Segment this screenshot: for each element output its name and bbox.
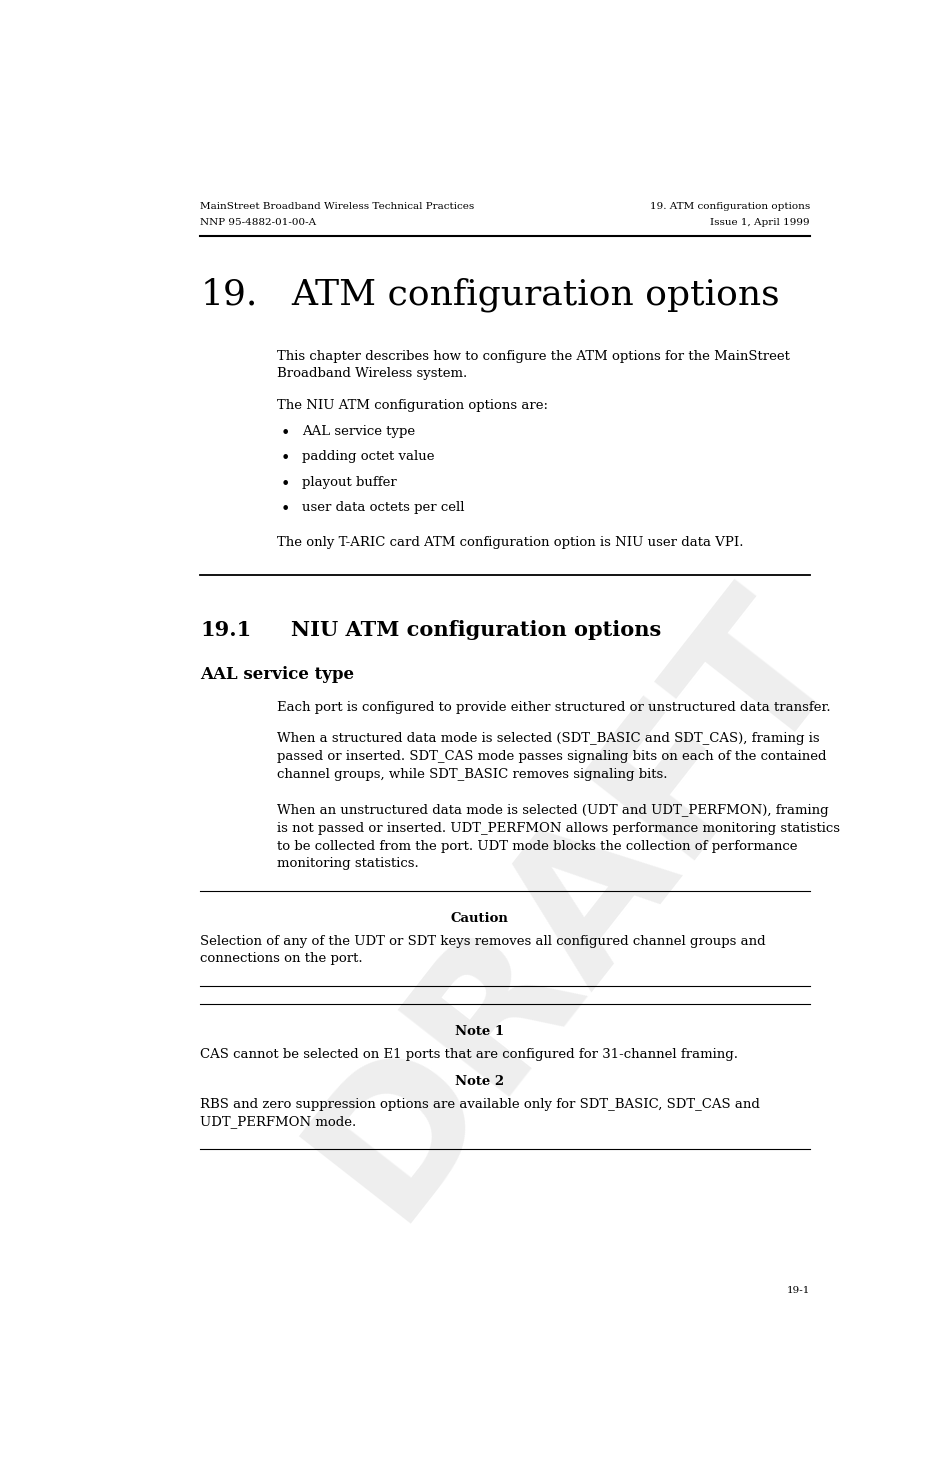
Text: monitoring statistics.: monitoring statistics. (277, 858, 418, 871)
Text: RBS and zero suppression options are available only for SDT_BASIC, SDT_CAS and: RBS and zero suppression options are ava… (200, 1098, 760, 1110)
Text: The only T-ARIC card ATM configuration option is NIU user data VPI.: The only T-ARIC card ATM configuration o… (277, 536, 743, 549)
Text: The NIU ATM configuration options are:: The NIU ATM configuration options are: (277, 400, 548, 412)
Text: 19. ATM configuration options: 19. ATM configuration options (650, 202, 810, 211)
Text: passed or inserted. SDT_CAS mode passes signaling bits on each of the contained: passed or inserted. SDT_CAS mode passes … (277, 750, 826, 763)
Text: connections on the port.: connections on the port. (200, 952, 363, 965)
Text: Issue 1, April 1999: Issue 1, April 1999 (710, 218, 810, 227)
Text: 19-1: 19-1 (786, 1287, 810, 1296)
Text: to be collected from the port. UDT mode blocks the collection of performance: to be collected from the port. UDT mode … (277, 840, 797, 853)
Text: •: • (280, 425, 289, 441)
Text: CAS cannot be selected on E1 ports that are configured for 31-channel framing.: CAS cannot be selected on E1 ports that … (200, 1048, 739, 1061)
Text: channel groups, while SDT_BASIC removes signaling bits.: channel groups, while SDT_BASIC removes … (277, 768, 667, 781)
Text: AAL service type: AAL service type (200, 666, 355, 682)
Text: is not passed or inserted. UDT_PERFMON allows performance monitoring statistics: is not passed or inserted. UDT_PERFMON a… (277, 822, 840, 835)
Text: When an unstructured data mode is selected (UDT and UDT_PERFMON), framing: When an unstructured data mode is select… (277, 804, 828, 818)
Text: 19.: 19. (200, 277, 257, 311)
Text: 19.1: 19.1 (200, 620, 252, 641)
Text: user data octets per cell: user data octets per cell (302, 502, 464, 515)
Text: NIU ATM configuration options: NIU ATM configuration options (291, 620, 662, 641)
Text: This chapter describes how to configure the ATM options for the MainStreet: This chapter describes how to configure … (277, 350, 789, 363)
Text: When a structured data mode is selected (SDT_BASIC and SDT_CAS), framing is: When a structured data mode is selected … (277, 732, 819, 745)
Text: DRAFT: DRAFT (276, 559, 872, 1249)
Text: padding octet value: padding octet value (302, 450, 434, 463)
Text: Broadband Wireless system.: Broadband Wireless system. (277, 368, 467, 381)
Text: Note 2: Note 2 (455, 1075, 505, 1088)
Text: Note 1: Note 1 (455, 1024, 505, 1038)
Text: •: • (280, 502, 289, 518)
Text: •: • (280, 450, 289, 468)
Text: MainStreet Broadband Wireless Technical Practices: MainStreet Broadband Wireless Technical … (200, 202, 475, 211)
Text: playout buffer: playout buffer (302, 475, 397, 489)
Text: ATM configuration options: ATM configuration options (291, 277, 780, 311)
Text: Caution: Caution (451, 912, 508, 925)
Text: UDT_PERFMON mode.: UDT_PERFMON mode. (200, 1116, 357, 1128)
Text: NNP 95-4882-01-00-A: NNP 95-4882-01-00-A (200, 218, 316, 227)
Text: AAL service type: AAL service type (302, 425, 415, 438)
Text: Selection of any of the UDT or SDT keys removes all configured channel groups an: Selection of any of the UDT or SDT keys … (200, 934, 766, 948)
Text: •: • (280, 475, 289, 493)
Text: Each port is configured to provide either structured or unstructured data transf: Each port is configured to provide eithe… (277, 701, 830, 713)
